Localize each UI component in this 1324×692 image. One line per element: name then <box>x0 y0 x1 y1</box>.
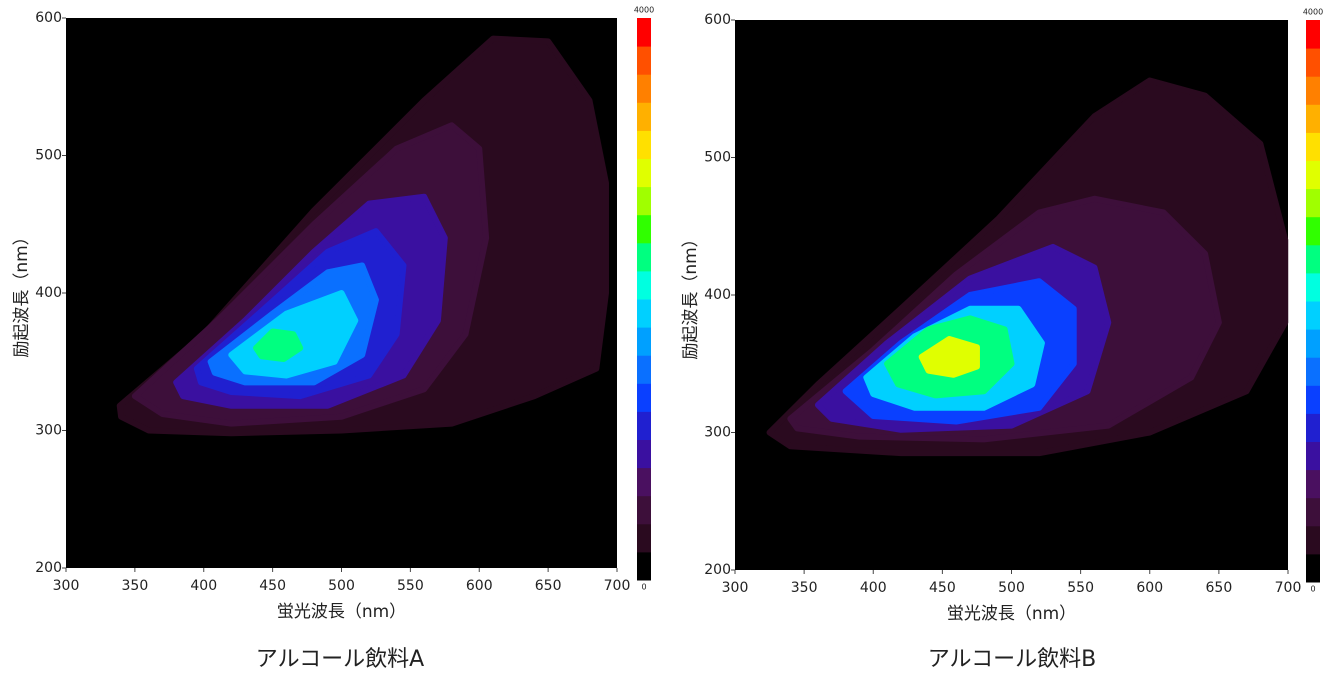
colorbar-step <box>637 411 651 440</box>
colorbar-step <box>1306 413 1320 442</box>
y-tick-label: 600 <box>35 10 62 26</box>
colorbar-step <box>1306 160 1320 190</box>
x-tick-label: 500 <box>328 578 355 594</box>
x-tick-label: 650 <box>535 578 562 594</box>
caption: アルコール飲料B <box>928 647 1096 672</box>
colorbar-step <box>1306 188 1320 218</box>
x-tick-label: 400 <box>190 578 217 594</box>
x-tick-label: 550 <box>1067 580 1094 596</box>
colorbar-step <box>637 495 651 525</box>
colorbar-step <box>1306 132 1320 161</box>
x-tick-label: 550 <box>397 578 424 594</box>
x-tick-label: 350 <box>122 578 149 594</box>
colorbar-step <box>1306 48 1320 77</box>
colorbar-tick-label: 4000 <box>634 6 654 15</box>
y-tick-label: 200 <box>704 562 731 578</box>
colorbar-step <box>1306 272 1320 302</box>
colorbar-step <box>637 355 651 384</box>
colorbar-step <box>637 299 651 328</box>
y-tick-label: 300 <box>704 425 731 441</box>
x-tick-label: 700 <box>1275 580 1302 596</box>
y-tick-label: 500 <box>704 150 731 166</box>
colorbar-step <box>637 130 651 159</box>
colorbar-step <box>1306 301 1320 330</box>
x-tick-label: 450 <box>929 580 956 596</box>
x-tick-label: 300 <box>722 580 749 596</box>
x-tick-label: 400 <box>860 580 887 596</box>
colorbar-step <box>1306 385 1320 414</box>
colorbar-tick-label: 0 <box>641 583 646 592</box>
colorbar-step <box>637 467 651 497</box>
colorbar-step <box>637 158 651 188</box>
colorbar-step <box>637 102 651 131</box>
colorbar-step <box>637 383 651 412</box>
colorbar-step <box>1306 553 1320 583</box>
y-tick-label: 400 <box>704 287 731 303</box>
colorbar-tick-label: 4000 <box>1303 8 1323 17</box>
contour-region <box>918 336 980 378</box>
x-tick-label: 650 <box>1206 580 1233 596</box>
colorbar-step <box>637 523 651 553</box>
colorbar-step <box>637 327 651 356</box>
colorbar-step <box>637 18 651 47</box>
colorbar-step <box>1306 469 1320 499</box>
x-axis-label: 蛍光波長（nm） <box>277 602 406 622</box>
x-tick-label: 600 <box>1136 580 1163 596</box>
x-axis-label: 蛍光波長（nm） <box>947 604 1076 624</box>
colorbar-step <box>637 46 651 75</box>
colorbar-step <box>1306 357 1320 386</box>
colorbar-step <box>1306 104 1320 133</box>
colorbar-step <box>637 242 651 272</box>
colorbar-step <box>637 186 651 216</box>
colorbar-step <box>1306 525 1320 555</box>
x-tick-label: 700 <box>604 578 631 594</box>
x-tick-label: 350 <box>791 580 818 596</box>
colorbar-step <box>637 270 651 300</box>
y-tick-label: 400 <box>35 285 62 301</box>
colorbar-tick-label: 0 <box>1310 585 1315 594</box>
y-tick-label: 200 <box>35 560 62 576</box>
y-tick-label: 500 <box>35 148 62 164</box>
x-tick-label: 450 <box>259 578 286 594</box>
colorbar-step <box>637 551 651 581</box>
colorbar-step <box>637 214 651 244</box>
caption: アルコール飲料A <box>256 647 424 672</box>
contour-region <box>253 328 304 362</box>
x-tick-label: 600 <box>466 578 493 594</box>
colorbar-step <box>1306 76 1320 105</box>
x-tick-label: 500 <box>998 580 1025 596</box>
y-tick-label: 600 <box>704 12 731 28</box>
y-axis-label: 励起波長（nm） <box>12 228 32 357</box>
y-axis-label: 励起波長（nm） <box>681 230 701 359</box>
y-tick-label: 300 <box>35 423 62 439</box>
colorbar-step <box>1306 329 1320 358</box>
colorbar-step <box>1306 497 1320 527</box>
colorbar-step <box>1306 441 1320 471</box>
colorbar-step <box>1306 20 1320 49</box>
x-tick-label: 300 <box>53 578 80 594</box>
colorbar-step <box>1306 216 1320 246</box>
colorbar-step <box>1306 244 1320 274</box>
colorbar-step <box>637 74 651 103</box>
colorbar-step <box>637 439 651 469</box>
